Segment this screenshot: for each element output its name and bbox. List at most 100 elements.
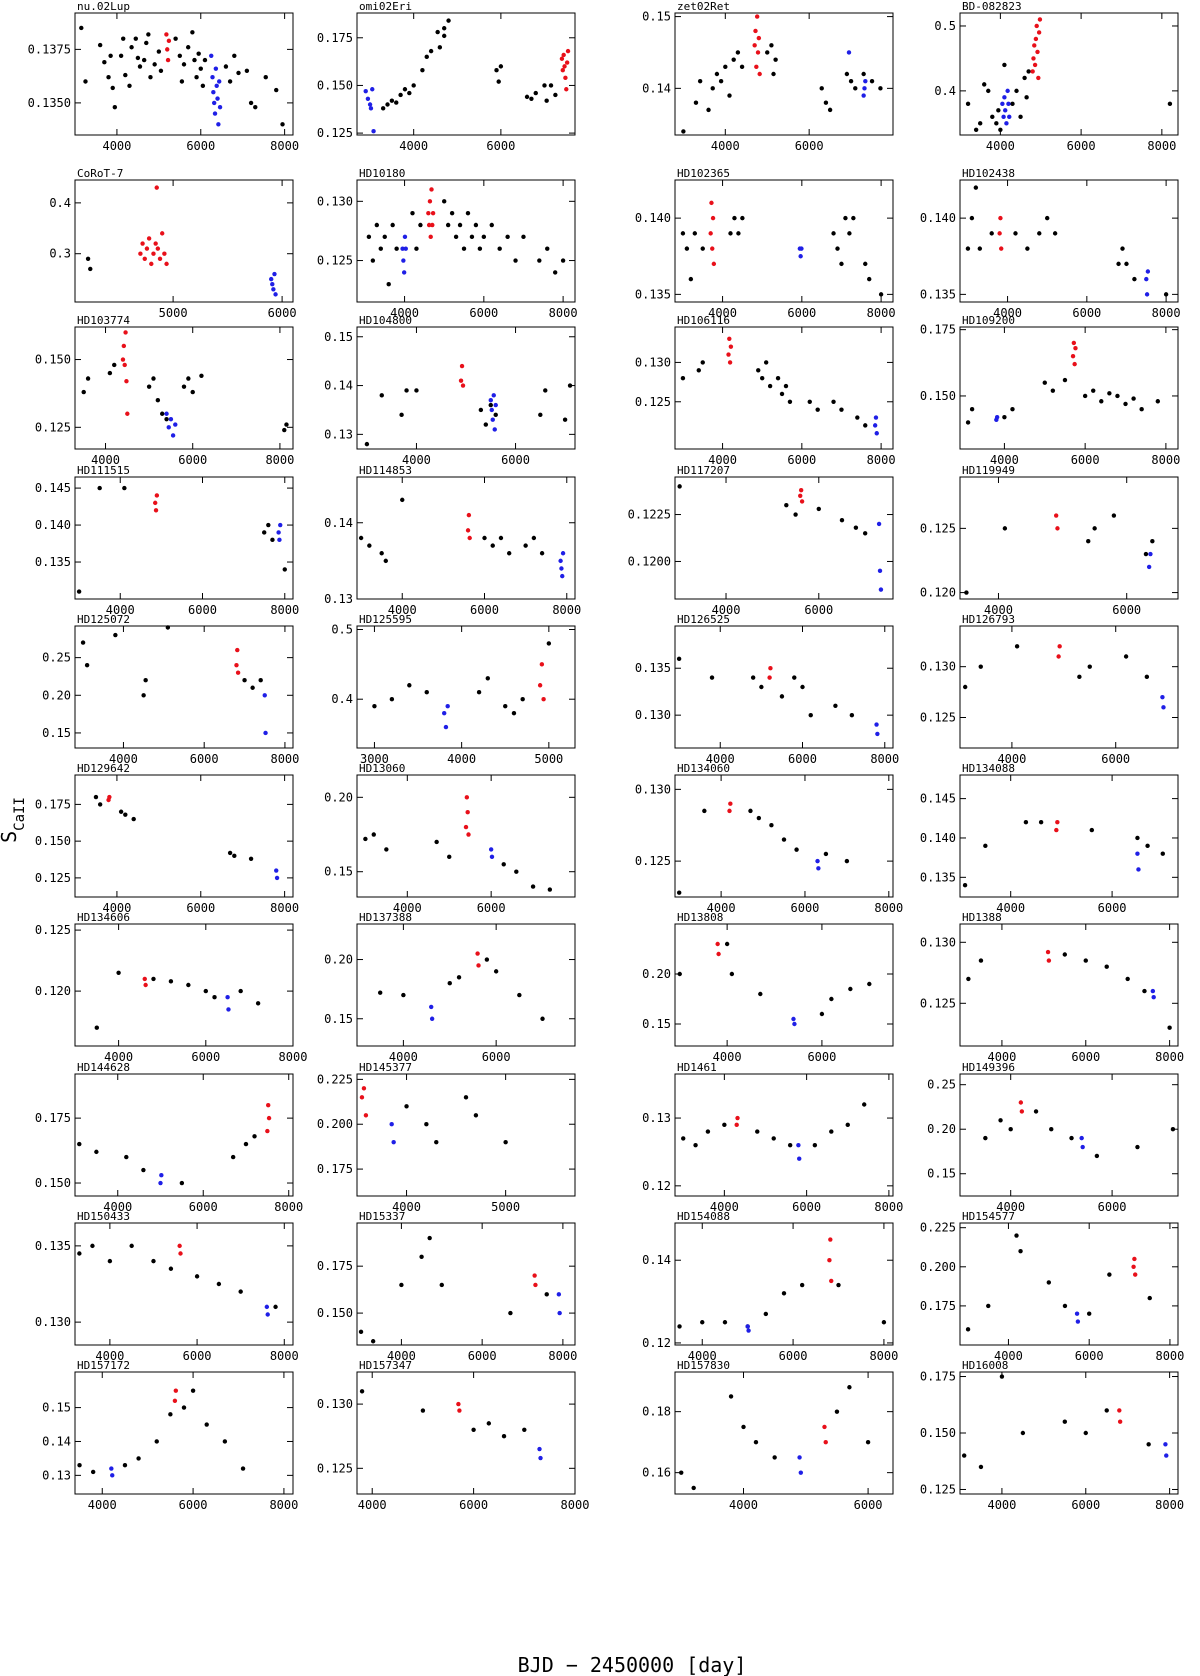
panel-title: HD102438	[962, 167, 1015, 180]
data-point-black	[374, 222, 380, 228]
data-point-black	[567, 383, 573, 388]
data-point-blue	[537, 1446, 542, 1452]
x-tick-label: 6000	[1072, 306, 1101, 320]
data-point-black	[999, 1374, 1005, 1379]
x-tick-label: 4000	[712, 603, 741, 617]
data-point-black	[1135, 835, 1140, 841]
data-point-black	[853, 86, 858, 91]
x-tick-label: 4000	[95, 1349, 124, 1363]
data-point-blue	[170, 433, 176, 438]
data-point-black	[116, 970, 121, 975]
data-point-red	[429, 187, 434, 192]
data-point-black	[511, 710, 517, 716]
x-tick-label: 6000	[477, 901, 506, 915]
data-point-black	[129, 1243, 134, 1249]
y-tick-label: 0.15	[324, 865, 353, 879]
data-point-black	[562, 417, 568, 422]
data-point-black	[1131, 396, 1136, 401]
data-point-red	[1131, 1264, 1136, 1269]
data-point-black	[399, 1282, 404, 1288]
data-point-black	[144, 40, 149, 46]
data-point-black	[718, 78, 724, 84]
x-tick-label: 6000	[1098, 901, 1127, 915]
plot-frame	[74, 1073, 294, 1197]
panel-grid: nu.02Lup 4000 6000 8000 0.1350 0.1375 omi02Eri…	[28, 0, 1185, 1512]
data-point-black	[1018, 114, 1023, 120]
x-tick-label: 6000	[178, 453, 207, 467]
data-point-blue	[798, 254, 803, 259]
data-point-red	[157, 256, 163, 261]
data-point-blue	[1144, 292, 1150, 297]
data-point-black	[769, 43, 774, 48]
panel-title: HD134088	[962, 762, 1015, 775]
data-point-black	[977, 246, 983, 251]
data-point-black	[547, 887, 553, 892]
data-point-black	[740, 215, 745, 221]
x-tick-label: 4000	[358, 1498, 387, 1512]
data-point-black	[238, 1289, 243, 1294]
y-tick-label: 0.135	[920, 870, 956, 884]
data-point-black	[1143, 551, 1149, 557]
data-point-black	[386, 282, 391, 287]
data-point-black	[973, 127, 979, 133]
y-tick-label: 0.15	[927, 1167, 956, 1181]
data-point-red	[1034, 23, 1039, 29]
data-point-black	[794, 847, 799, 852]
data-point-red	[829, 1278, 834, 1284]
data-point-black	[1142, 988, 1147, 994]
data-point-black	[243, 1141, 249, 1147]
x-tick-label: 4000	[390, 306, 419, 320]
y-tick-label: 0.20	[42, 688, 71, 702]
data-point-black	[523, 543, 528, 548]
data-point-black	[419, 1254, 424, 1259]
x-tick-label: 5000	[491, 1200, 520, 1214]
data-point-black	[847, 1385, 852, 1390]
data-point-black	[370, 1339, 376, 1344]
data-point-red	[752, 43, 757, 48]
data-point-blue	[391, 1139, 396, 1145]
data-point-blue	[1135, 851, 1140, 856]
y-tick-label: 0.135	[35, 1239, 71, 1253]
panel-title: HD145377	[359, 1061, 412, 1074]
data-point-black	[773, 57, 778, 62]
data-point-red	[728, 801, 733, 806]
data-point-black	[544, 1292, 549, 1297]
data-point-black	[262, 530, 267, 535]
data-point-blue	[270, 282, 275, 287]
x-tick-label: 8000	[1147, 139, 1176, 153]
data-point-red	[460, 383, 466, 388]
data-point-black	[787, 1142, 793, 1148]
data-point-black	[194, 75, 199, 80]
data-point-black	[844, 71, 850, 77]
data-point-blue	[799, 246, 804, 251]
data-point-black	[185, 45, 191, 50]
x-tick-label: 8000	[270, 1349, 299, 1363]
y-tick-label: 0.140	[35, 518, 71, 532]
plot-frame	[959, 1371, 1179, 1495]
data-point-black	[244, 68, 250, 73]
data-point-black	[520, 697, 525, 702]
data-point-black	[488, 402, 493, 408]
x-tick-label: 8000	[1155, 1498, 1184, 1512]
data-point-black	[753, 1439, 759, 1445]
data-point-black	[449, 210, 455, 216]
y-tick-label: 0.150	[317, 78, 353, 92]
data-point-black	[530, 884, 536, 889]
data-point-black	[199, 373, 204, 378]
data-point-red	[173, 1388, 179, 1393]
y-tick-label: 0.13	[42, 1468, 71, 1482]
data-point-black	[389, 98, 395, 103]
panel-title: HD16008	[962, 1359, 1008, 1372]
data-point-red	[823, 1439, 828, 1445]
panel-title: HD111515	[77, 464, 130, 477]
y-tick-label: 0.130	[920, 935, 956, 949]
data-point-red	[1030, 69, 1035, 74]
data-point-black	[453, 234, 459, 240]
panel-title: HD13808	[677, 911, 723, 924]
data-point-black	[141, 57, 147, 63]
y-tick-label: 0.175	[920, 1370, 956, 1384]
data-point-black	[700, 246, 705, 251]
x-tick-label: 4000	[102, 139, 131, 153]
x-tick-label: 6000	[1112, 603, 1141, 617]
